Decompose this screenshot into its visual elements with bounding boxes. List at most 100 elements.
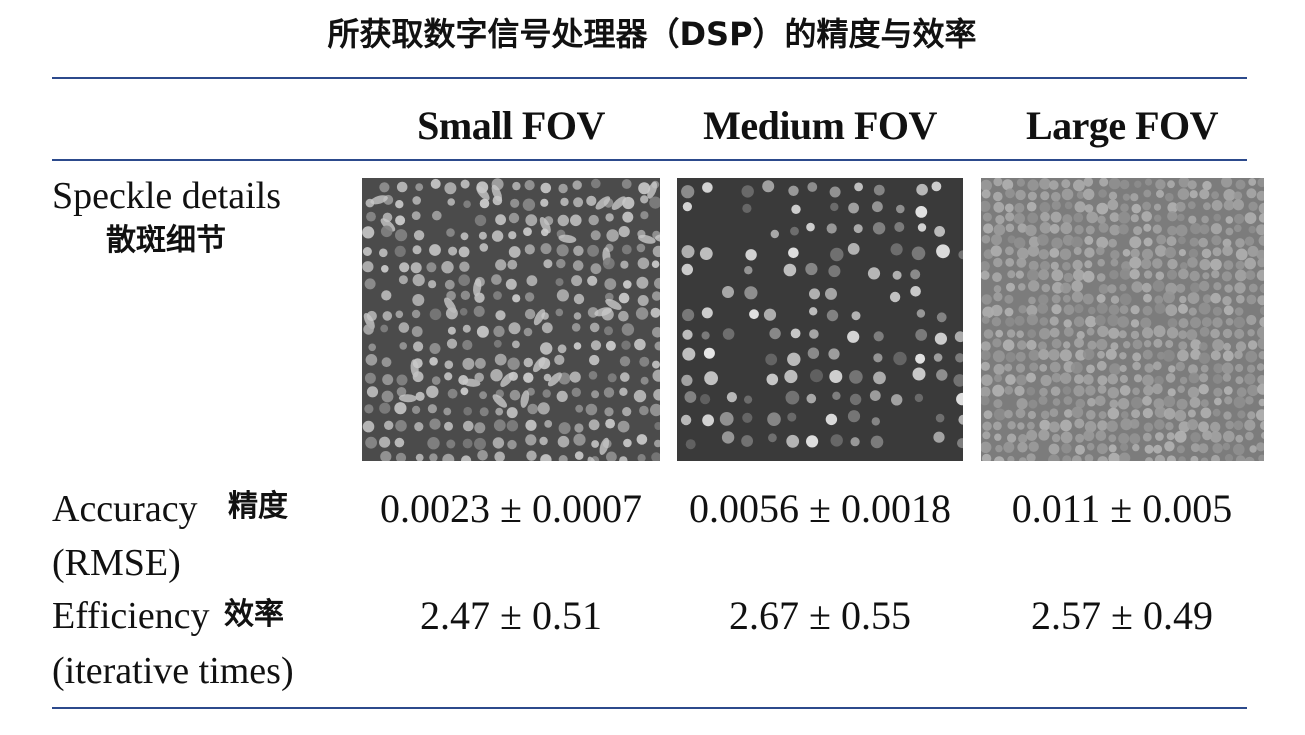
- speckle-dot: [591, 440, 599, 448]
- speckle-dot: [770, 229, 779, 239]
- speckle-dot: [524, 180, 535, 191]
- speckle-dot: [915, 206, 928, 218]
- speckle-dot: [1211, 235, 1222, 246]
- speckle-dot: [993, 399, 1003, 409]
- speckle-dot: [785, 390, 800, 405]
- speckle-dot: [557, 344, 567, 354]
- speckle-dot: [1107, 373, 1119, 385]
- speckle-dot: [1165, 422, 1174, 431]
- speckle-dot: [993, 456, 1005, 461]
- speckle-blob: [492, 394, 507, 408]
- speckle-dot: [1098, 284, 1109, 294]
- speckle-dot: [1004, 307, 1014, 317]
- speckle-dot: [364, 404, 374, 414]
- speckle-dot: [983, 410, 993, 419]
- speckle-dot: [1142, 201, 1151, 211]
- speckle-dot: [1142, 374, 1154, 387]
- speckle-dot: [1076, 191, 1085, 199]
- speckle-dot: [912, 367, 926, 381]
- speckle-dot: [891, 394, 903, 406]
- speckle-dot: [650, 307, 660, 318]
- speckle-dot: [1049, 223, 1060, 234]
- speckle-dot: [1119, 385, 1131, 396]
- speckle-dot: [1132, 339, 1143, 350]
- speckle-dot: [1040, 374, 1052, 387]
- speckle-dot: [572, 260, 584, 271]
- speckle-dot: [1018, 457, 1027, 461]
- speckle-dot: [447, 326, 456, 335]
- speckle-dot: [981, 294, 992, 305]
- speckle-dot: [414, 422, 424, 432]
- speckle-dot: [506, 407, 518, 419]
- speckle-dot: [1018, 305, 1027, 314]
- speckle-dot: [394, 245, 406, 257]
- speckle-dot: [1083, 188, 1095, 200]
- speckle-dot: [1084, 421, 1097, 433]
- speckle-dot: [1152, 361, 1162, 371]
- speckle-dot: [540, 454, 552, 461]
- speckle-dot: [1187, 201, 1196, 210]
- speckle-dot: [1039, 328, 1051, 340]
- speckle-dot: [682, 329, 693, 340]
- speckle-dot: [1177, 213, 1185, 222]
- speckle-dot: [537, 402, 550, 415]
- speckle-dot: [1256, 409, 1264, 421]
- speckle-dot: [1073, 247, 1082, 255]
- speckle-dot: [1190, 455, 1199, 461]
- speckle-dot: [413, 341, 424, 352]
- speckle-dot: [462, 339, 473, 351]
- speckle-dot: [1028, 280, 1040, 292]
- speckle-blob: [611, 196, 627, 210]
- speckle-dot: [703, 347, 715, 359]
- speckle-dot: [654, 422, 660, 430]
- speckle-dot: [1261, 431, 1264, 439]
- speckle-dot: [394, 402, 407, 415]
- speckle-dot: [1143, 422, 1154, 432]
- speckle-dot: [722, 328, 735, 340]
- speckle-dot: [1017, 422, 1025, 430]
- speckle-dot: [590, 263, 602, 275]
- speckle-dot: [1060, 419, 1072, 432]
- speckle-dot: [541, 228, 549, 237]
- speckle-dot: [1108, 327, 1120, 339]
- speckle-dot: [526, 450, 537, 461]
- speckle-dot: [479, 407, 489, 417]
- speckle-dot: [494, 353, 507, 366]
- speckle-dot: [398, 275, 408, 285]
- speckle-dot: [1177, 385, 1185, 393]
- speckle-dot: [1187, 292, 1200, 304]
- speckle-dot: [1177, 349, 1189, 362]
- speckle-dot: [867, 267, 881, 280]
- speckle-dot: [1232, 199, 1244, 211]
- speckle-dot: [1006, 329, 1016, 338]
- speckle-dot: [493, 419, 506, 432]
- speckle-dot: [446, 228, 455, 237]
- speckle-dot: [604, 278, 617, 290]
- speckle-dot: [461, 455, 472, 461]
- speckle-dot: [1244, 212, 1257, 224]
- speckle-dot: [1168, 365, 1176, 373]
- speckle-dot: [1039, 419, 1051, 431]
- speckle-dot: [766, 373, 779, 386]
- speckle-dot: [1015, 189, 1026, 201]
- speckle-dot: [681, 185, 695, 199]
- speckle-dot: [474, 437, 486, 450]
- speckle-dot: [1071, 455, 1082, 461]
- speckle-dot: [1049, 248, 1060, 258]
- speckle-dot: [1063, 396, 1073, 405]
- speckle-dot: [1223, 189, 1236, 201]
- speckle-dot: [1097, 375, 1108, 386]
- speckle-dot: [1028, 260, 1039, 271]
- speckle-dot: [410, 262, 422, 274]
- speckle-dot: [399, 342, 407, 350]
- speckle-dot: [1085, 385, 1096, 396]
- speckle-dot: [1084, 454, 1094, 461]
- speckle-dot: [1214, 397, 1222, 406]
- speckle-dot: [849, 393, 862, 406]
- speckle-dot: [1061, 443, 1072, 454]
- speckle-dot: [1130, 319, 1140, 328]
- speckle-dot: [791, 204, 801, 214]
- speckle-dot: [682, 202, 692, 212]
- speckle-dot: [1163, 395, 1176, 408]
